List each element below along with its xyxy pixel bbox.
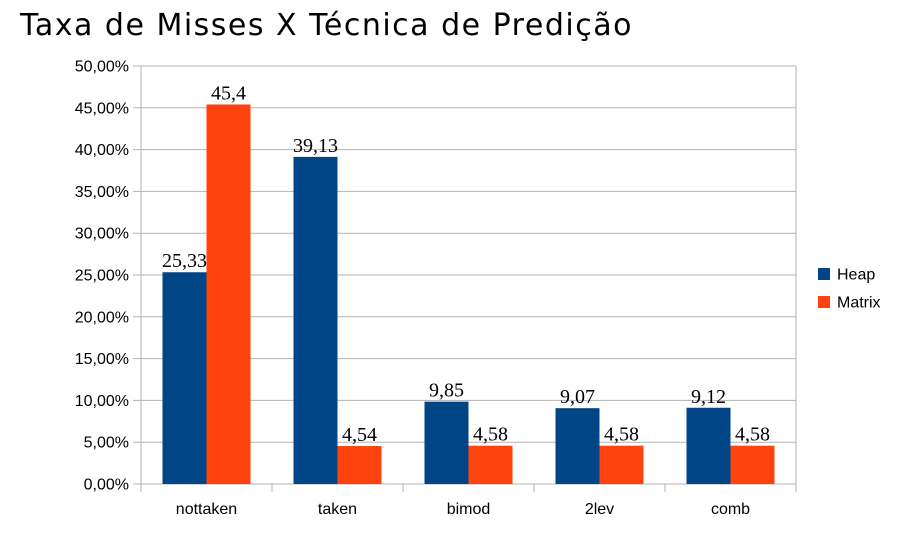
bar-matrix-taken	[337, 446, 382, 484]
legend-swatch-matrix	[818, 296, 830, 308]
y-axis-ticks: 0,00% 5,00% 10,00% 15,00% 20,00% 25,00% 30,00%…	[75, 59, 129, 494]
y-tick-label: 45,00%	[75, 100, 129, 117]
x-tick-label: taken	[318, 501, 357, 518]
data-label: 39,13	[293, 135, 338, 157]
y-tick-label: 50,00%	[75, 59, 129, 76]
x-tick-label: nottaken	[176, 501, 237, 518]
x-tick-label: bimod	[447, 501, 491, 518]
legend: Heap Matrix	[818, 267, 881, 312]
data-label: 45,4	[211, 82, 246, 104]
y-tick-label: 25,00%	[75, 268, 129, 285]
legend-label: Heap	[837, 267, 875, 284]
data-label: 9,07	[560, 386, 595, 408]
data-label: 4,58	[473, 424, 508, 446]
bar-heap-comb	[686, 407, 731, 484]
bar-matrix-bimod	[468, 445, 513, 484]
bar-matrix-comb	[730, 445, 775, 484]
bar-heap-nottaken	[162, 272, 207, 484]
bar-heap-bimod	[424, 401, 469, 484]
y-tick-label: 20,00%	[75, 309, 129, 326]
y-tick-label: 35,00%	[75, 184, 129, 201]
x-tick-label: comb	[711, 501, 750, 518]
y-tick-label: 5,00%	[84, 435, 129, 452]
data-label: 9,12	[691, 386, 726, 408]
data-label: 9,85	[429, 380, 464, 402]
y-tick-label: 30,00%	[75, 226, 129, 243]
data-label: 25,33	[162, 250, 207, 272]
bar-heap-2lev	[555, 408, 600, 484]
data-label: 4,58	[735, 424, 770, 446]
y-tick-label: 40,00%	[75, 142, 129, 159]
data-label: 4,58	[604, 424, 639, 446]
legend-swatch-heap	[818, 268, 830, 280]
y-tick-label: 0,00%	[84, 477, 129, 494]
bar-matrix-2lev	[599, 445, 644, 484]
bar-heap-taken	[293, 156, 338, 484]
x-axis-ticks: nottaken taken bimod 2lev comb	[176, 501, 750, 518]
bars	[162, 104, 775, 485]
bar-matrix-nottaken	[206, 104, 251, 485]
data-label: 4,54	[342, 424, 377, 446]
y-tick-label: 15,00%	[75, 351, 129, 368]
data-labels: 25,33 45,4 39,13 4,54 9,85 4,58 9,07 4,58 9,12 4,…	[162, 82, 770, 446]
x-tick-label: 2lev	[585, 501, 614, 518]
y-tick-label: 10,00%	[75, 393, 129, 410]
chart-title: Taxa de Misses X Técnica de Predição	[20, 8, 633, 43]
legend-label: Matrix	[837, 295, 881, 312]
